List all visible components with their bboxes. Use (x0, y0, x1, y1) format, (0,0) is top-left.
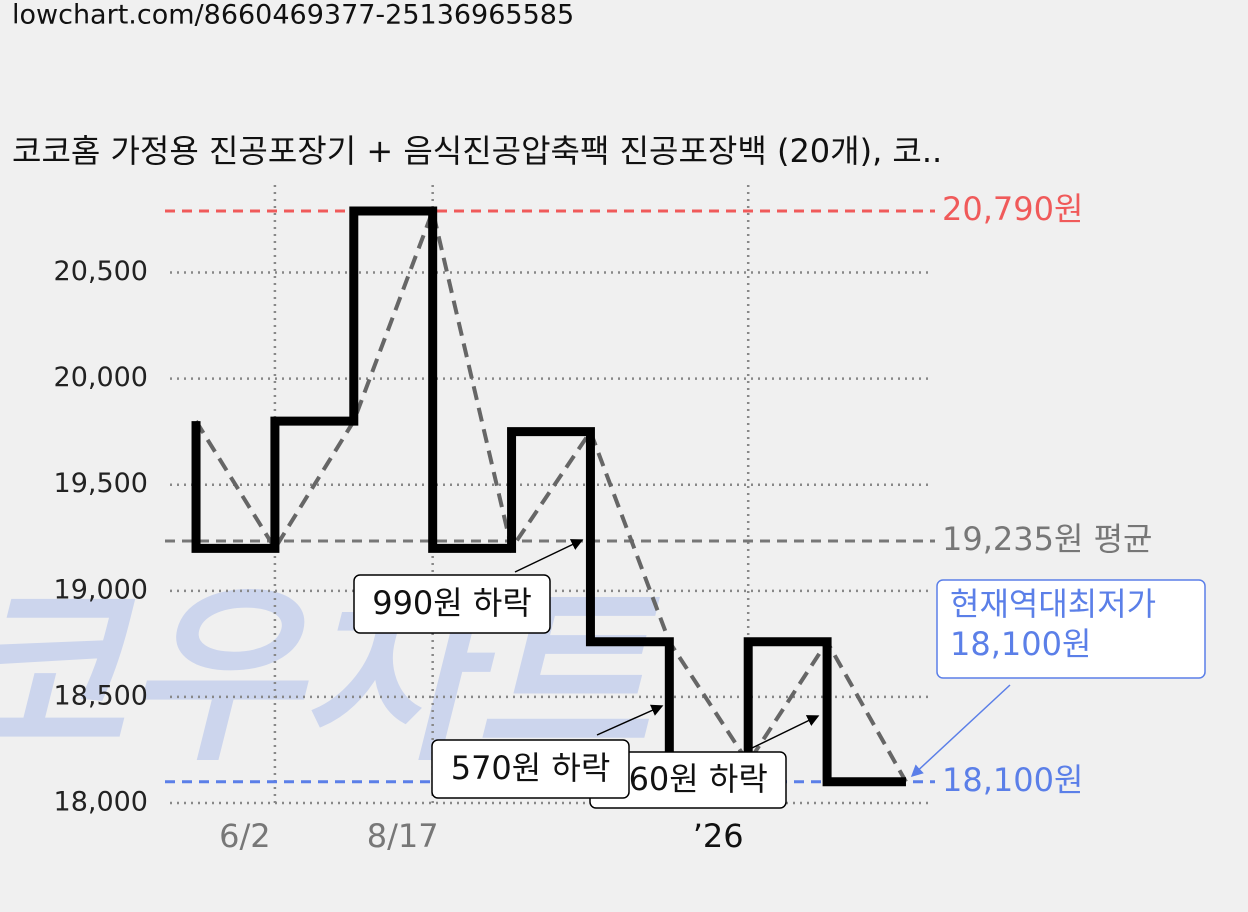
reference-label: 20,790원 (942, 190, 1083, 228)
y-tick-label: 19,500 (54, 468, 148, 499)
x-tick-label: 8/17 (367, 817, 439, 855)
x-tick-label: 6/2 (219, 817, 271, 855)
reference-label: 19,235원 평균 (942, 520, 1152, 558)
y-tick-label: 18,500 (54, 680, 148, 711)
annotation-text: 990원 하락 (372, 584, 532, 622)
annotation-arrow (596, 704, 664, 736)
y-tick-label: 20,500 (54, 256, 148, 287)
annotation-arrow (751, 715, 820, 749)
annotation-text: 570원 하락 (451, 749, 611, 787)
x-tick-label: ’26 (693, 817, 744, 855)
annotation-arrow (514, 539, 584, 573)
chart-title: 코코홈 가정용 진공포장기 + 음식진공압축팩 진공포장백 (20개), 코.. (12, 132, 942, 170)
callout-text: 현재역대최저가 (950, 585, 1156, 623)
trend-line (194, 204, 908, 783)
callout-box (936, 579, 1206, 679)
annotation-box (353, 574, 551, 634)
annotation-text: 660원 하락 (608, 760, 768, 798)
annotation-box (431, 739, 630, 799)
url: lowchart.com/8660469377-25136965585 (12, 0, 574, 31)
y-tick-label: 19,000 (54, 574, 148, 605)
y-tick-label: 18,000 (54, 787, 148, 818)
reference-label: 18,100원 (942, 761, 1083, 799)
y-tick-label: 20,000 (54, 362, 148, 393)
callout-text: 18,100원 (950, 625, 1091, 663)
step-line (191, 206, 906, 787)
callout-arrow (910, 684, 1011, 778)
